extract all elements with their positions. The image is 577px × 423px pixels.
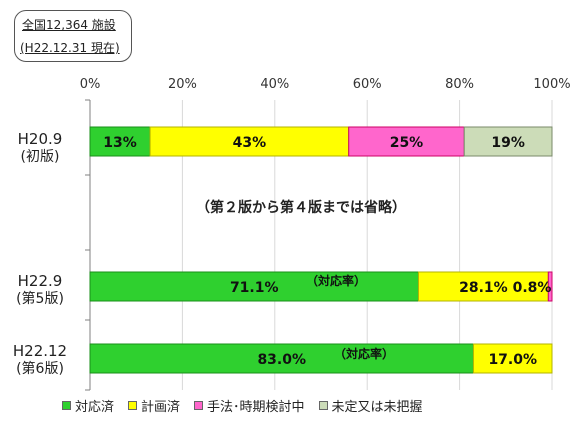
legend-swatch	[62, 401, 71, 410]
x-tick-label: 0%	[80, 77, 101, 92]
bar-value-label: 0.8%	[513, 280, 552, 296]
category-sublabel: (第6版)	[16, 360, 64, 377]
bar-value-label: 83.0%	[257, 352, 306, 368]
legend-swatch	[318, 401, 328, 410]
bar-segment	[149, 126, 350, 157]
rate-annotation: （対応率）	[334, 346, 394, 361]
legend-swatch	[128, 401, 138, 410]
legend-item: 手法･時期検討中	[194, 396, 305, 415]
legend-item: 対応済	[62, 396, 114, 415]
legend-item: 計画済	[128, 396, 180, 415]
category-label: H20.9	[18, 130, 63, 148]
bar-value-label: 13%	[103, 135, 137, 151]
legend-label: 計画済	[141, 400, 181, 415]
legend-label: 未定又は未把握	[331, 400, 423, 415]
category-label: H22.9	[18, 272, 63, 290]
as-of-date-label: (H22.12.31 現在)	[20, 41, 120, 55]
bar-value-label: 71.1%	[230, 280, 279, 296]
bar-value-label: 28.1%	[459, 280, 508, 296]
bar-segment	[472, 343, 553, 374]
bar-value-label: 19%	[491, 135, 525, 151]
chart-legend: 対応済 計画済 手法･時期検討中 未定又は未把握	[62, 396, 437, 415]
x-tick-label: 80%	[445, 77, 474, 92]
bar-segment	[547, 271, 553, 302]
legend-item: 未定又は未把握	[318, 396, 423, 415]
legend-label: 手法･時期検討中	[207, 400, 305, 415]
facility-count-label: 全国12,364 施設	[22, 18, 116, 32]
x-tick-label: 40%	[260, 77, 289, 92]
legend-swatch	[194, 401, 204, 410]
rate-annotation: （対応率）	[306, 273, 366, 288]
bar-segment	[89, 126, 151, 157]
x-tick-label: 20%	[168, 77, 197, 92]
bar-value-label: 25%	[390, 135, 424, 151]
category-sublabel: (第5版)	[16, 290, 64, 307]
legend-label: 対応済	[75, 400, 115, 415]
bar-segment	[89, 343, 474, 374]
x-tick-label: 60%	[353, 77, 382, 92]
bar-value-label: 17.0%	[488, 352, 537, 368]
bar-value-label: 43%	[233, 135, 267, 151]
x-tick-label: 100%	[533, 77, 570, 92]
facility-count-note	[14, 10, 132, 62]
category-label: H22.12	[13, 342, 67, 360]
category-sublabel: (初版)	[21, 148, 60, 165]
omitted-versions-note: （第２版から第４版までは省略）	[196, 200, 406, 216]
bar-segment	[463, 126, 553, 157]
